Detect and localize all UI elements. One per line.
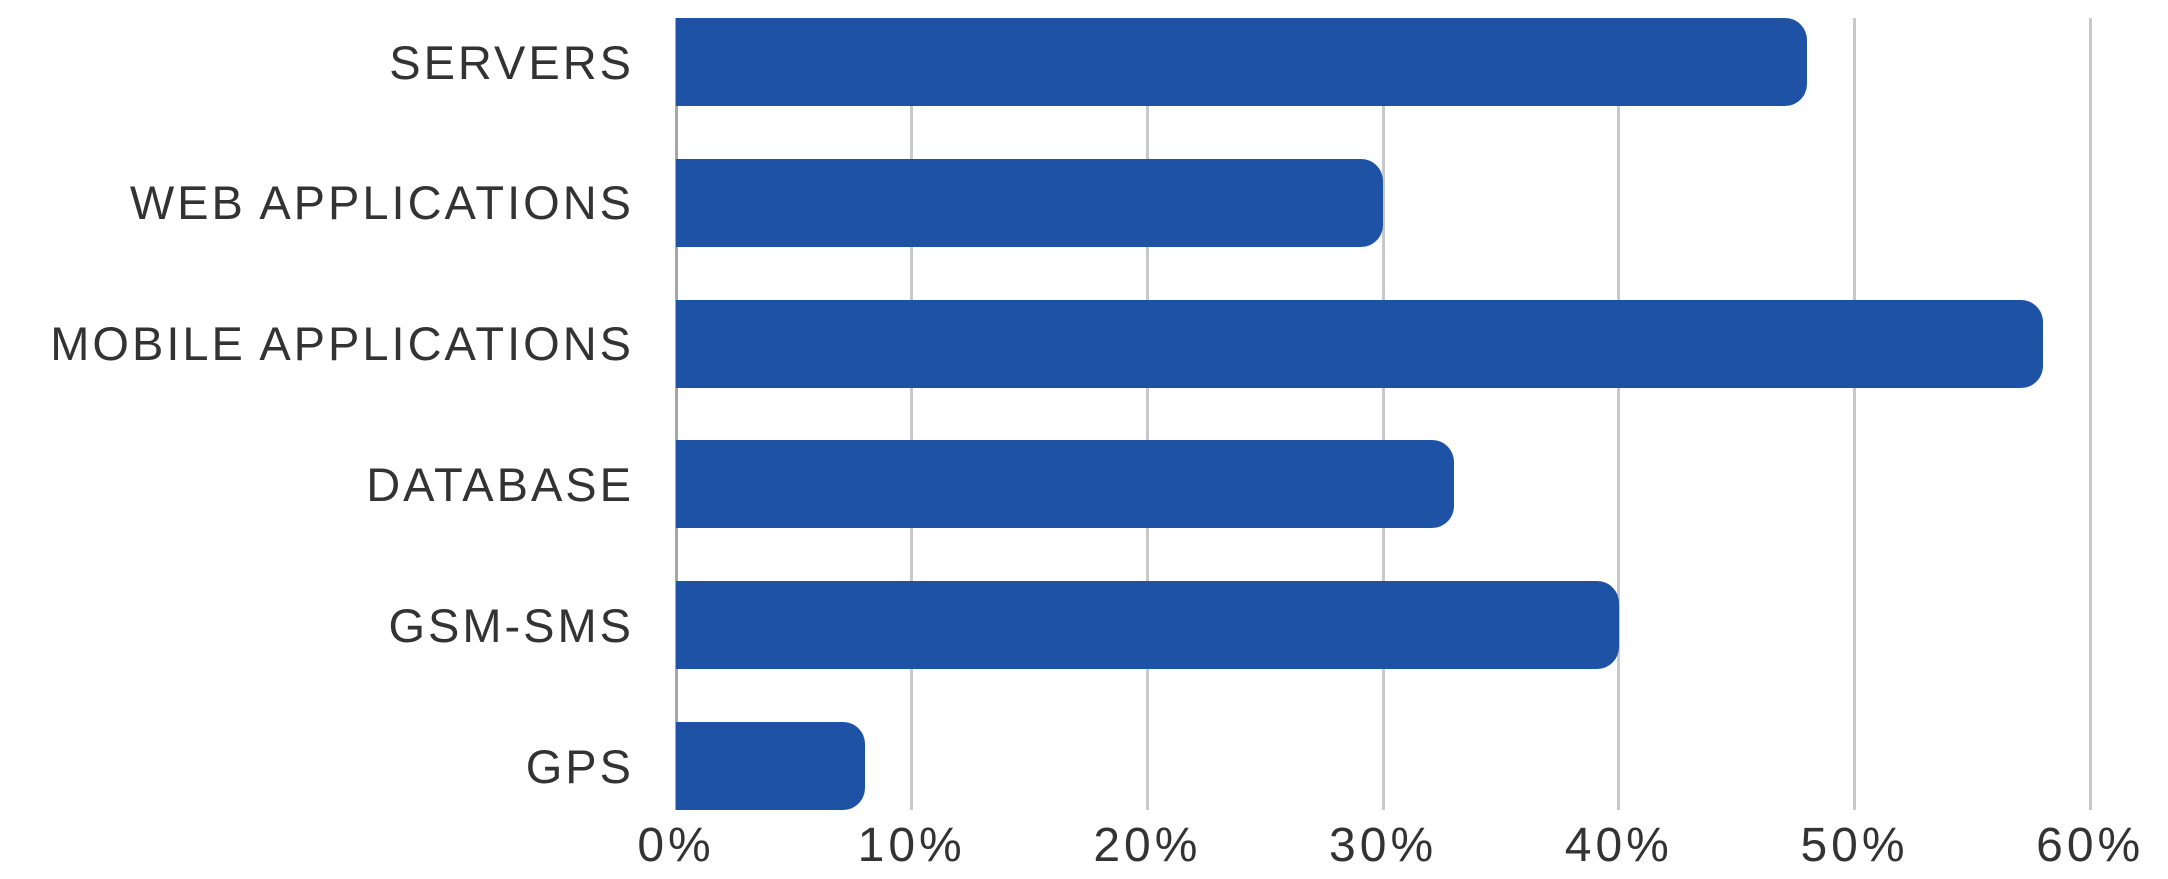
gridline — [1381, 18, 1385, 810]
x-tick-label: 50% — [1800, 819, 1909, 872]
category-label: GPS — [525, 739, 634, 793]
x-tick-label: 10% — [857, 819, 966, 872]
x-tick-label: 40% — [1564, 819, 1673, 872]
bar-web-applications — [676, 158, 1384, 247]
gridline — [1853, 18, 1856, 810]
category-label: DATABASE — [366, 457, 634, 511]
y-axis-line — [674, 18, 678, 810]
bar-mobile-applications — [676, 299, 2044, 388]
gridline — [910, 18, 914, 810]
x-tick-label: 20% — [1093, 819, 1202, 872]
category-label: WEB APPLICATIONS — [129, 176, 634, 230]
x-tick-label: 30% — [1329, 819, 1438, 872]
gridline — [1145, 18, 1149, 810]
bar-database — [676, 440, 1454, 529]
gridline — [2088, 18, 2092, 810]
bar-servers — [676, 18, 1808, 106]
x-tick-label: 60% — [2036, 819, 2145, 872]
bar-gps — [676, 722, 865, 810]
bar-gsm-sms — [676, 581, 1619, 670]
category-label: GSM-SMS — [388, 598, 634, 652]
category-label: MOBILE APPLICATIONS — [50, 317, 634, 371]
category-label: SERVERS — [389, 35, 634, 89]
gridline — [1617, 18, 1621, 810]
x-tick-label: 0% — [637, 819, 715, 872]
